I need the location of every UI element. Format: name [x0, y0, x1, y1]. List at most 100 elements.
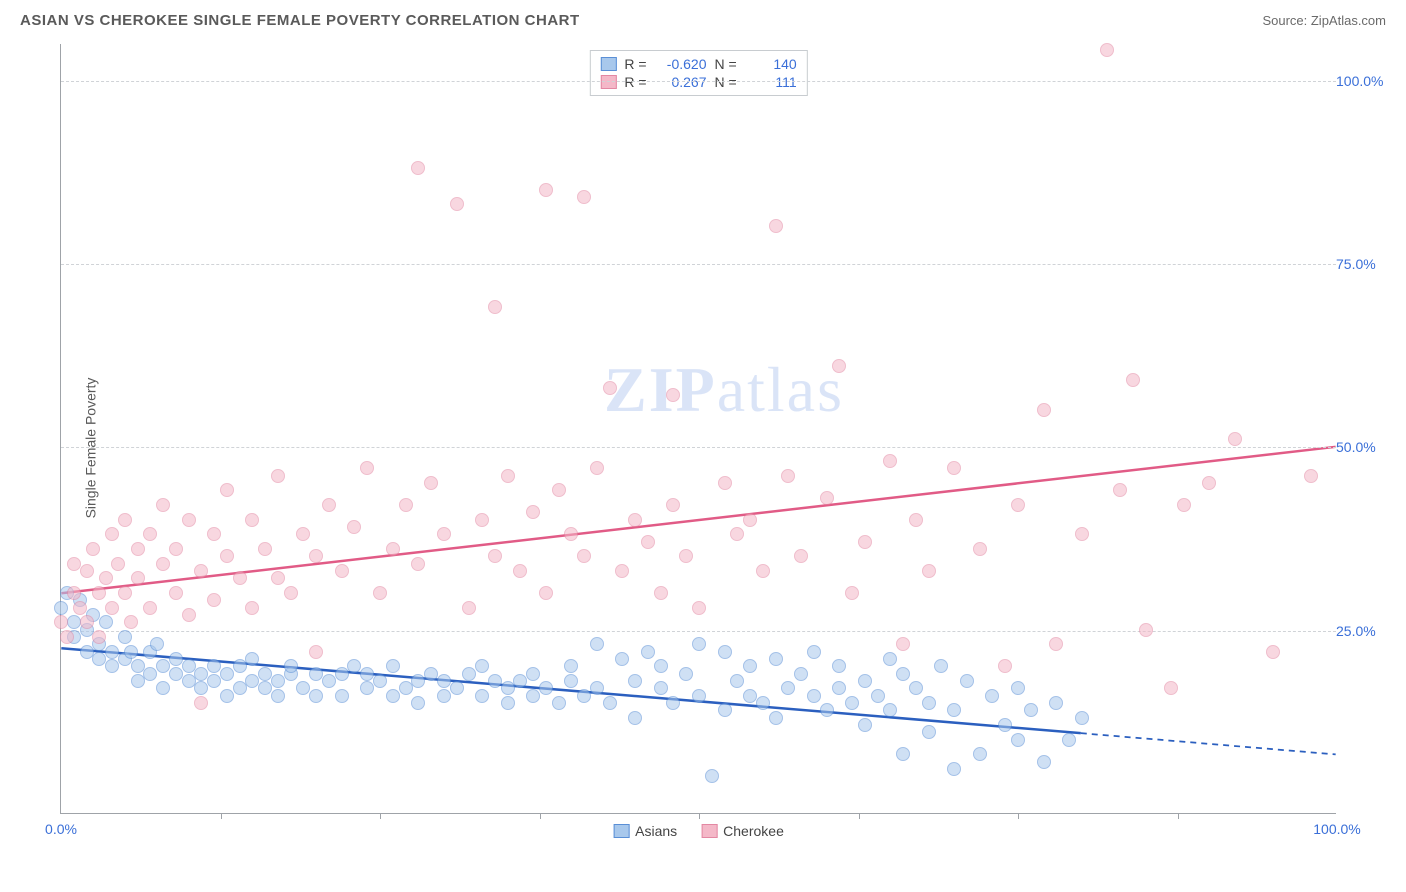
data-point — [1049, 637, 1063, 651]
data-point — [73, 601, 87, 615]
data-point — [871, 689, 885, 703]
data-point — [513, 564, 527, 578]
data-point — [934, 659, 948, 673]
data-point — [743, 689, 757, 703]
data-point — [666, 388, 680, 402]
data-point — [628, 711, 642, 725]
y-tick-label: 100.0% — [1336, 73, 1390, 89]
data-point — [998, 659, 1012, 673]
data-point — [1075, 527, 1089, 541]
data-point — [832, 659, 846, 673]
data-point — [501, 696, 515, 710]
data-point — [743, 513, 757, 527]
data-point — [1037, 403, 1051, 417]
data-point — [54, 615, 68, 629]
data-point — [1062, 733, 1076, 747]
data-point — [603, 696, 617, 710]
data-point — [998, 718, 1012, 732]
data-point — [386, 542, 400, 556]
data-point — [922, 725, 936, 739]
data-point — [807, 689, 821, 703]
data-point — [80, 564, 94, 578]
data-point — [233, 681, 247, 695]
data-point — [615, 652, 629, 666]
data-point — [150, 637, 164, 651]
data-point — [820, 703, 834, 717]
data-point — [271, 689, 285, 703]
data-point — [386, 689, 400, 703]
scatter-chart: Single Female Poverty ZIPatlas R = -0.62… — [60, 44, 1386, 852]
data-point — [194, 681, 208, 695]
series-legend: Asians Cherokee — [613, 823, 784, 839]
data-point — [896, 667, 910, 681]
y-tick-label: 50.0% — [1336, 439, 1390, 455]
data-point — [781, 469, 795, 483]
data-point — [513, 674, 527, 688]
data-point — [1177, 498, 1191, 512]
data-point — [577, 549, 591, 563]
data-point — [1113, 483, 1127, 497]
data-point — [539, 183, 553, 197]
x-tick-mark — [540, 813, 541, 819]
data-point — [462, 667, 476, 681]
data-point — [973, 747, 987, 761]
data-point — [769, 711, 783, 725]
data-point — [1011, 498, 1025, 512]
data-point — [564, 527, 578, 541]
data-point — [411, 674, 425, 688]
data-point — [131, 571, 145, 585]
data-point — [883, 703, 897, 717]
data-point — [539, 681, 553, 695]
data-point — [105, 601, 119, 615]
data-point — [245, 513, 259, 527]
data-point — [909, 681, 923, 695]
data-point — [564, 674, 578, 688]
data-point — [590, 637, 604, 651]
data-point — [169, 542, 183, 556]
data-point — [947, 762, 961, 776]
data-point — [552, 696, 566, 710]
data-point — [947, 461, 961, 475]
data-point — [309, 689, 323, 703]
data-point — [1126, 373, 1140, 387]
data-point — [220, 689, 234, 703]
data-point — [169, 652, 183, 666]
data-point — [124, 645, 138, 659]
data-point — [424, 476, 438, 490]
data-point — [118, 513, 132, 527]
data-point — [309, 667, 323, 681]
x-tick-label: 0.0% — [45, 821, 77, 837]
data-point — [858, 718, 872, 732]
data-point — [411, 696, 425, 710]
data-point — [86, 542, 100, 556]
plot-area: ZIPatlas R = -0.620 N = 140 R = 0.267 N … — [60, 44, 1336, 814]
data-point — [718, 645, 732, 659]
x-tick-mark — [1018, 813, 1019, 819]
data-point — [973, 542, 987, 556]
data-point — [233, 659, 247, 673]
data-point — [271, 571, 285, 585]
data-point — [922, 696, 936, 710]
r-value-asians: -0.620 — [655, 56, 707, 72]
data-point — [883, 454, 897, 468]
data-point — [947, 703, 961, 717]
data-point — [1164, 681, 1178, 695]
data-point — [845, 696, 859, 710]
data-point — [67, 586, 81, 600]
y-tick-label: 25.0% — [1336, 623, 1390, 639]
data-point — [590, 681, 604, 695]
data-point — [641, 645, 655, 659]
data-point — [80, 615, 94, 629]
data-point — [360, 667, 374, 681]
data-point — [399, 681, 413, 695]
data-point — [437, 527, 451, 541]
data-point — [143, 601, 157, 615]
data-point — [692, 689, 706, 703]
data-point — [156, 659, 170, 673]
n-value-cherokee: 111 — [745, 74, 797, 90]
data-point — [335, 689, 349, 703]
data-point — [909, 513, 923, 527]
data-point — [1037, 755, 1051, 769]
data-point — [411, 557, 425, 571]
data-point — [360, 461, 374, 475]
